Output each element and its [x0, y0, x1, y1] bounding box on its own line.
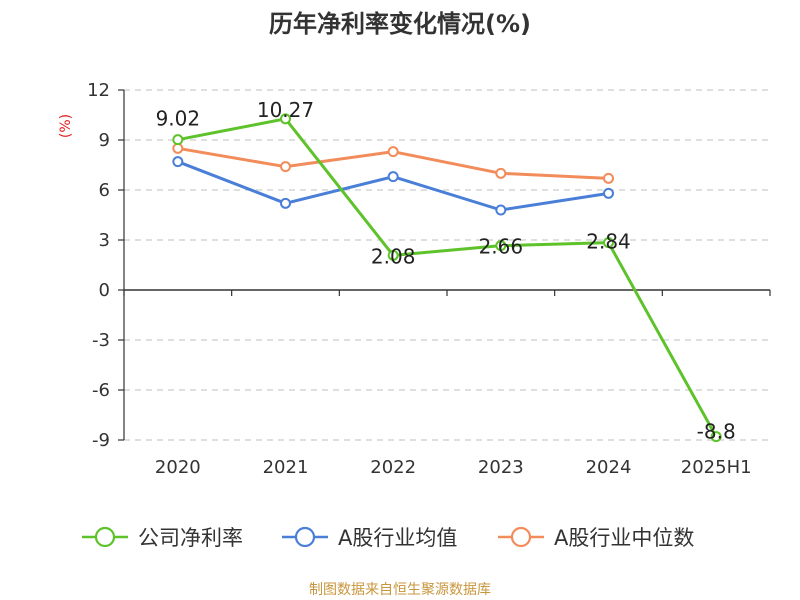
legend[interactable]: 公司净利率 A股行业均值 A股行业中位数: [82, 526, 694, 550]
data-label: -8.8: [697, 420, 736, 444]
data-label: 2.84: [586, 230, 631, 254]
series-line-1: [177, 160, 609, 212]
data-labels: 9.02 10.27 2.08 2.66 2.84 -8.8: [156, 98, 736, 444]
x-tick-label: 2022: [370, 457, 416, 478]
legend-marker-icon: [294, 526, 316, 548]
data-point[interactable]: [495, 240, 507, 252]
legend-marker-icon: [94, 526, 116, 548]
y-tick-label: 6: [99, 180, 110, 201]
gridlines: [124, 89, 770, 441]
data-source-note: 制图数据来自恒生聚源数据库: [309, 582, 491, 598]
y-tick-label: 12: [87, 80, 110, 101]
data-label: 10.27: [257, 98, 314, 122]
y-tick-label: 3: [99, 230, 110, 251]
data-point[interactable]: [495, 204, 507, 216]
data-point[interactable]: [280, 161, 291, 173]
x-tick-label: 2024: [586, 457, 632, 478]
legend-marker-icon: [510, 526, 532, 548]
series-lines: [172, 113, 722, 443]
y-tick-label: -3: [92, 330, 110, 351]
data-point[interactable]: [172, 156, 184, 168]
legend-label: A股行业中位数: [554, 526, 694, 550]
chart-title: 历年净利率变化情况(%): [269, 10, 531, 38]
legend-label: 公司净利率: [138, 526, 243, 550]
x-tick-label: 2023: [478, 457, 524, 478]
series-line-0: [177, 117, 718, 438]
y-axis-unit-label: (%): [58, 114, 74, 138]
y-tick-label: 9: [99, 130, 110, 151]
data-point[interactable]: [280, 113, 291, 125]
data-point[interactable]: [603, 172, 614, 184]
legend-item-1[interactable]: A股行业均值: [282, 526, 457, 550]
data-label: 2.66: [479, 235, 524, 259]
y-tick-label: -6: [92, 380, 110, 401]
x-tick-label: 2020: [155, 457, 201, 478]
legend-item-2[interactable]: A股行业中位数: [498, 526, 694, 550]
data-point[interactable]: [710, 431, 722, 443]
x-tick-label: 2025H1: [681, 457, 752, 478]
data-point[interactable]: [172, 134, 184, 146]
x-tick-label: 2021: [263, 457, 309, 478]
data-point[interactable]: [387, 171, 399, 183]
axes: 12 9 6 3 0 -3 -6 -9 2020 2021 2022 2023 2024 2025H1: [87, 80, 771, 478]
y-tick-label: 0: [99, 280, 110, 301]
data-point[interactable]: [495, 167, 507, 179]
legend-item-0[interactable]: 公司净利率: [82, 526, 243, 550]
y-tick-label: -9: [92, 430, 110, 451]
data-point[interactable]: [387, 249, 399, 261]
data-point[interactable]: [603, 187, 614, 199]
data-point[interactable]: [603, 237, 614, 249]
data-label: 2.08: [371, 244, 416, 268]
data-label: 9.02: [156, 107, 201, 131]
data-point[interactable]: [172, 142, 184, 154]
legend-label: A股行业均值: [338, 526, 457, 550]
data-point[interactable]: [280, 197, 291, 209]
data-point[interactable]: [387, 146, 399, 158]
